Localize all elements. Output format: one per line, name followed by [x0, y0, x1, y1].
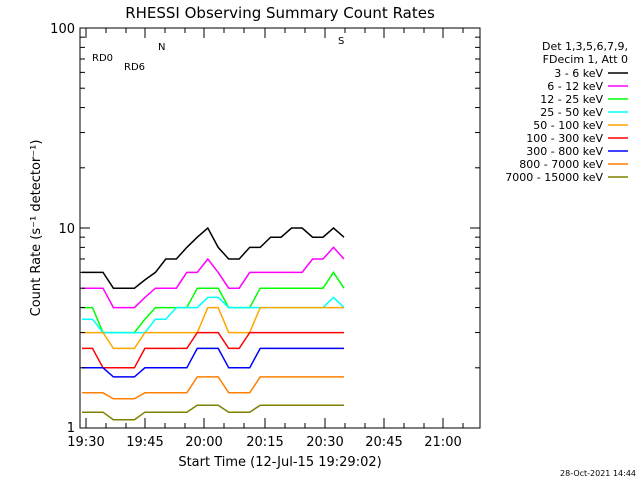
legend-header-2: FDecim 1, Att 0: [543, 53, 628, 66]
series-line-4: [82, 306, 344, 350]
legend-label-1: 6 - 12 keV: [547, 80, 603, 93]
series-line-5: [82, 331, 344, 369]
series-line-6: [82, 347, 344, 378]
series-line-1: [82, 246, 345, 309]
legend-label-0: 3 - 6 keV: [554, 67, 603, 80]
legend-label-7: 800 - 7000 keV: [519, 158, 603, 171]
x-tick-label: 20:45: [365, 435, 402, 450]
x-tick-label: 20:00: [185, 435, 222, 450]
series-line-0: [82, 226, 345, 289]
s-flag-label: S: [338, 36, 344, 47]
legend-header-1: Det 1,3,5,6,7,9,: [542, 40, 628, 53]
x-tick-label: 19:45: [126, 435, 163, 450]
x-axis-label: Start Time (12-Jul-15 19:29:02): [178, 455, 381, 470]
n-flag-label: N: [158, 42, 165, 53]
x-tick-label: 20:30: [306, 435, 343, 450]
legend-label-5: 100 - 300 keV: [526, 132, 603, 145]
legend-label-2: 12 - 25 keV: [540, 93, 603, 106]
y-tick-label-1: 1: [67, 421, 75, 436]
chart-title: RHESSI Observing Summary Count Rates: [125, 4, 435, 22]
legend-label-8: 7000 - 15000 keV: [505, 171, 603, 184]
series-line-7: [82, 376, 344, 400]
x-axis-ticks: [85, 28, 464, 428]
y-tick-label-100: 100: [50, 22, 75, 37]
x-tick-label: 19:30: [67, 435, 104, 450]
series-line-8: [82, 404, 344, 421]
y-axis-ticks: [80, 36, 480, 429]
y-tick-label-10: 10: [58, 222, 75, 237]
legend-label-4: 50 - 100 keV: [533, 119, 603, 132]
rd0-flag-label: RD0: [92, 53, 113, 64]
series-layer: [82, 226, 345, 421]
y-axis-label: Count Rate (s⁻¹ detector⁻¹): [29, 140, 44, 317]
legend-label-6: 300 - 800 keV: [526, 145, 603, 158]
legend-label-3: 25 - 50 keV: [540, 106, 603, 119]
rd6-flag-label: RD6: [124, 62, 145, 73]
timestamp: 28-Oct-2021 14:44: [560, 469, 636, 478]
x-tick-label: 20:15: [246, 435, 283, 450]
x-tick-label: 21:00: [424, 435, 461, 450]
